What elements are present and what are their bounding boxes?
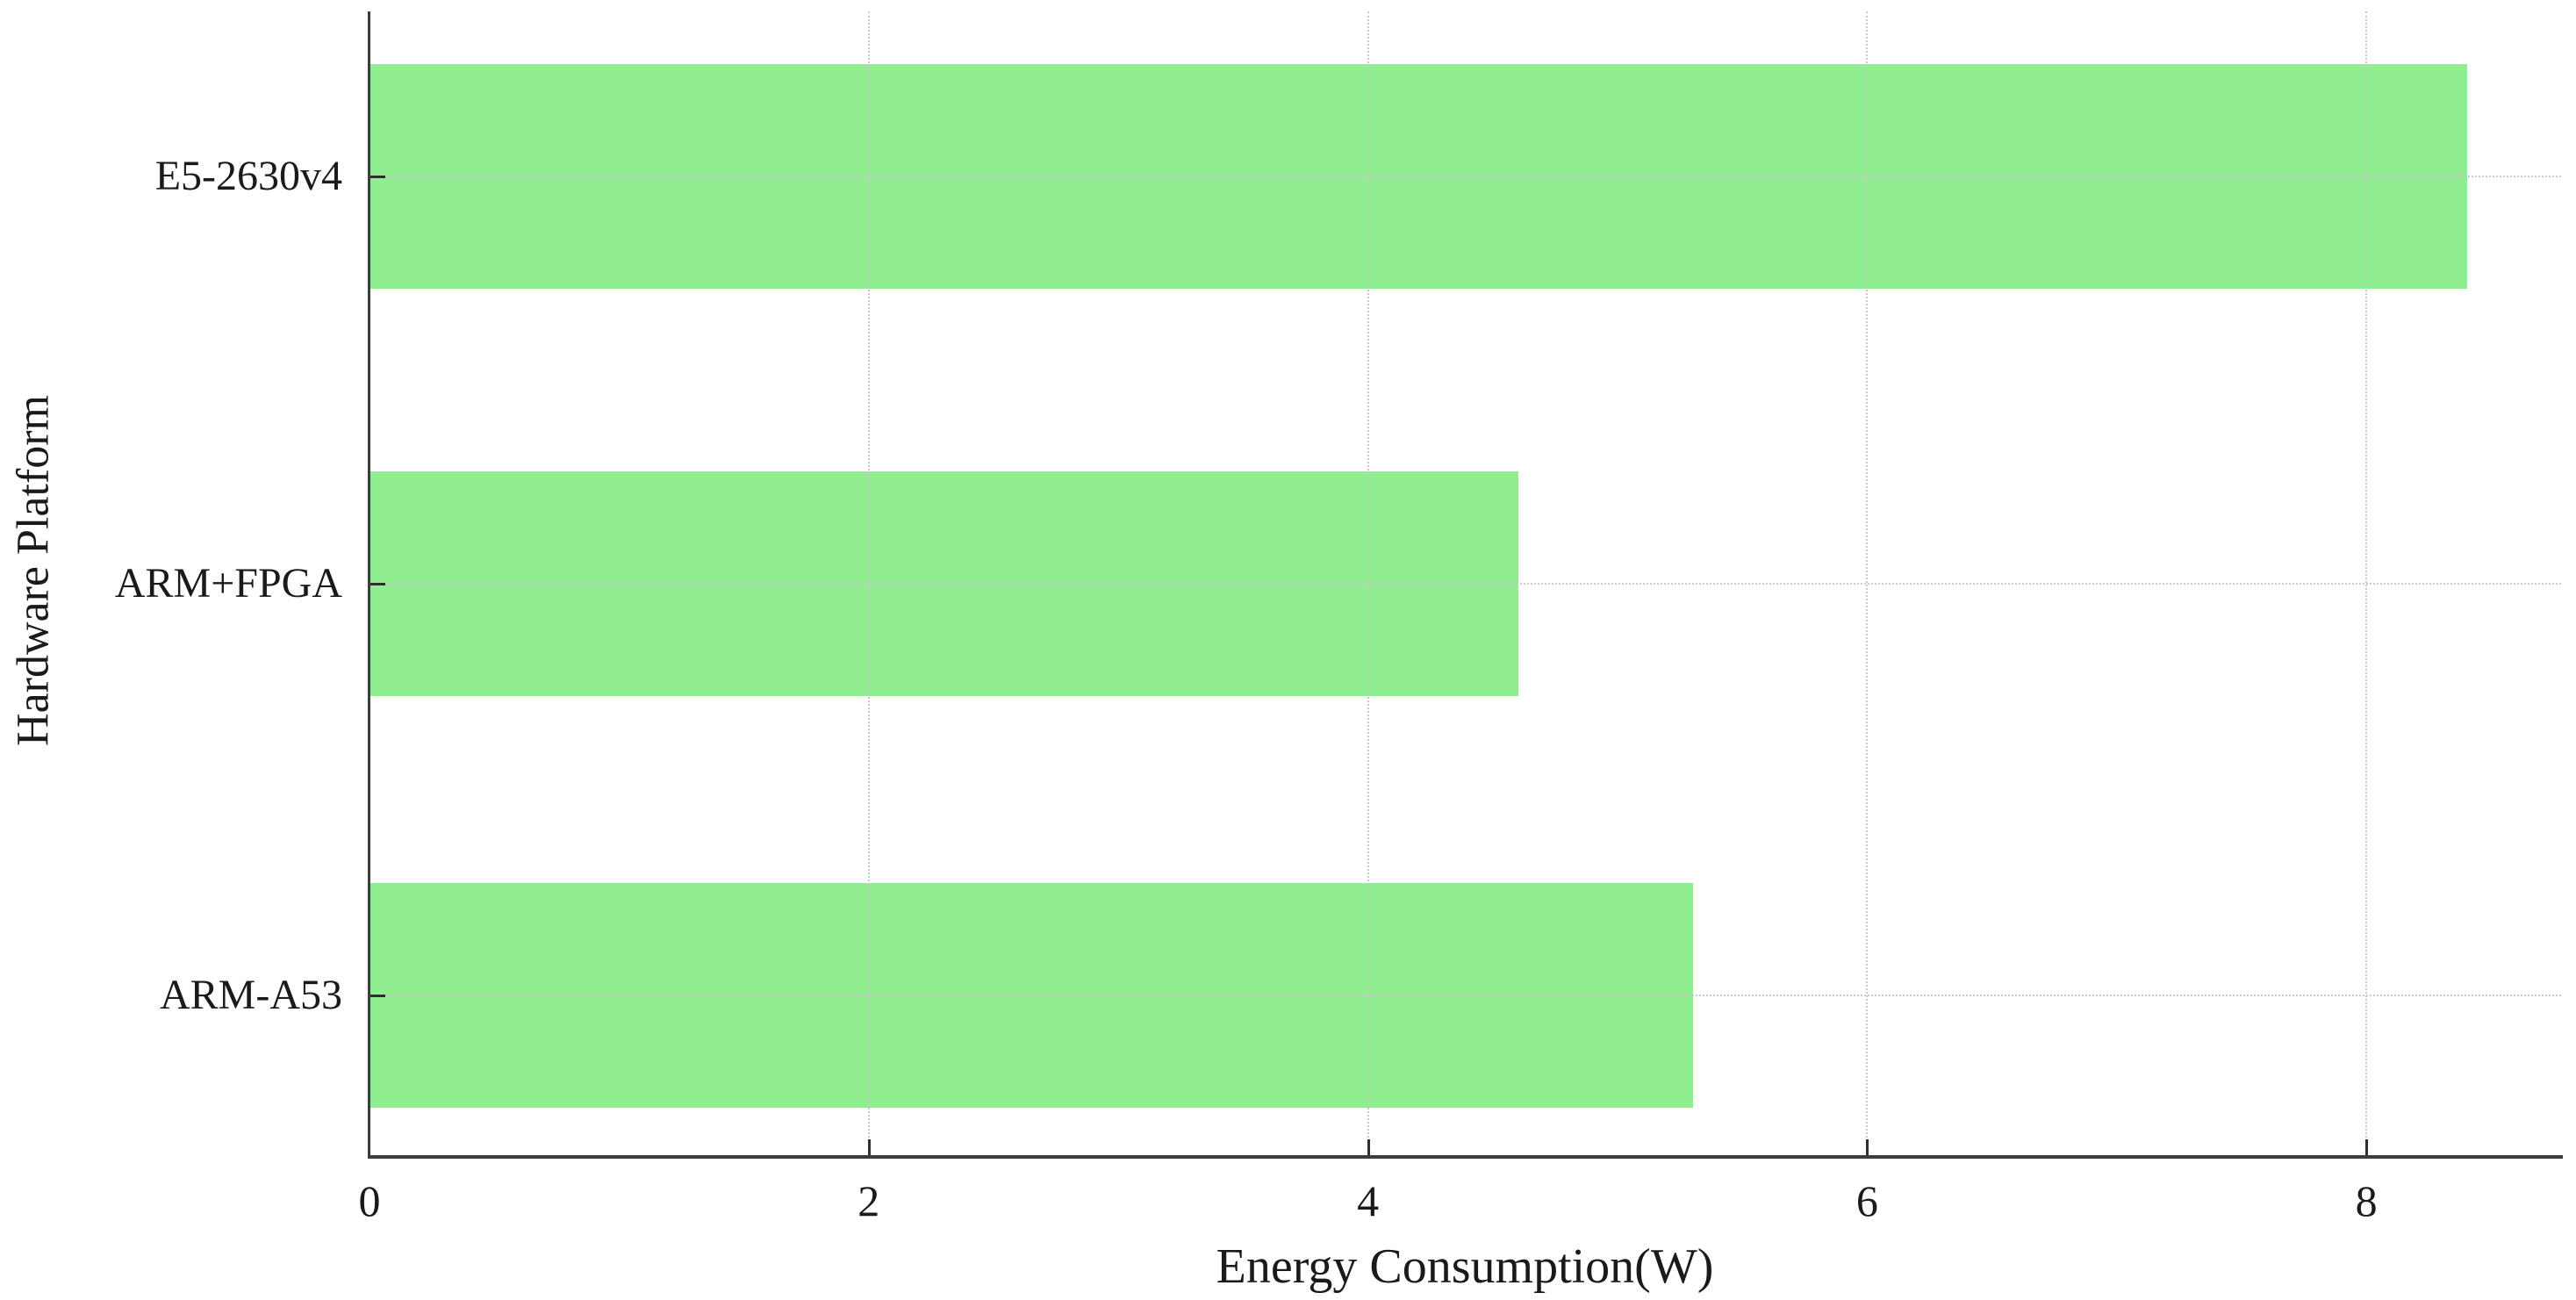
horizontal-gridline: [370, 176, 2561, 177]
x-tick-label: 6: [1855, 1176, 1878, 1225]
x-axis-title: Energy Consumption(W): [1216, 1239, 1714, 1294]
x-tick-label: 0: [358, 1176, 381, 1225]
x-tick-label: 4: [1357, 1176, 1380, 1225]
x-tick-label: 8: [2355, 1176, 2378, 1225]
y-category-label: ARM+FPGA: [114, 560, 342, 607]
x-tick-label: 2: [857, 1176, 880, 1225]
horizontal-gridline: [370, 583, 2561, 585]
y-category-label: E5-2630v4: [154, 153, 342, 199]
x-tick-mark: [867, 1139, 871, 1155]
y-axis-spine: [368, 11, 370, 1159]
x-tick-mark: [2365, 1139, 2369, 1155]
y-tick-mark: [370, 176, 385, 178]
x-axis-spine: [368, 1155, 2563, 1159]
x-tick-mark: [1866, 1139, 1869, 1155]
x-tick-mark: [1367, 1139, 1370, 1155]
y-category-label: ARM-A53: [159, 972, 342, 1018]
horizontal-gridline: [370, 995, 2561, 996]
y-tick-mark: [370, 583, 385, 585]
y-axis-title: Hardware Platform: [8, 395, 59, 746]
y-tick-mark: [370, 995, 385, 997]
